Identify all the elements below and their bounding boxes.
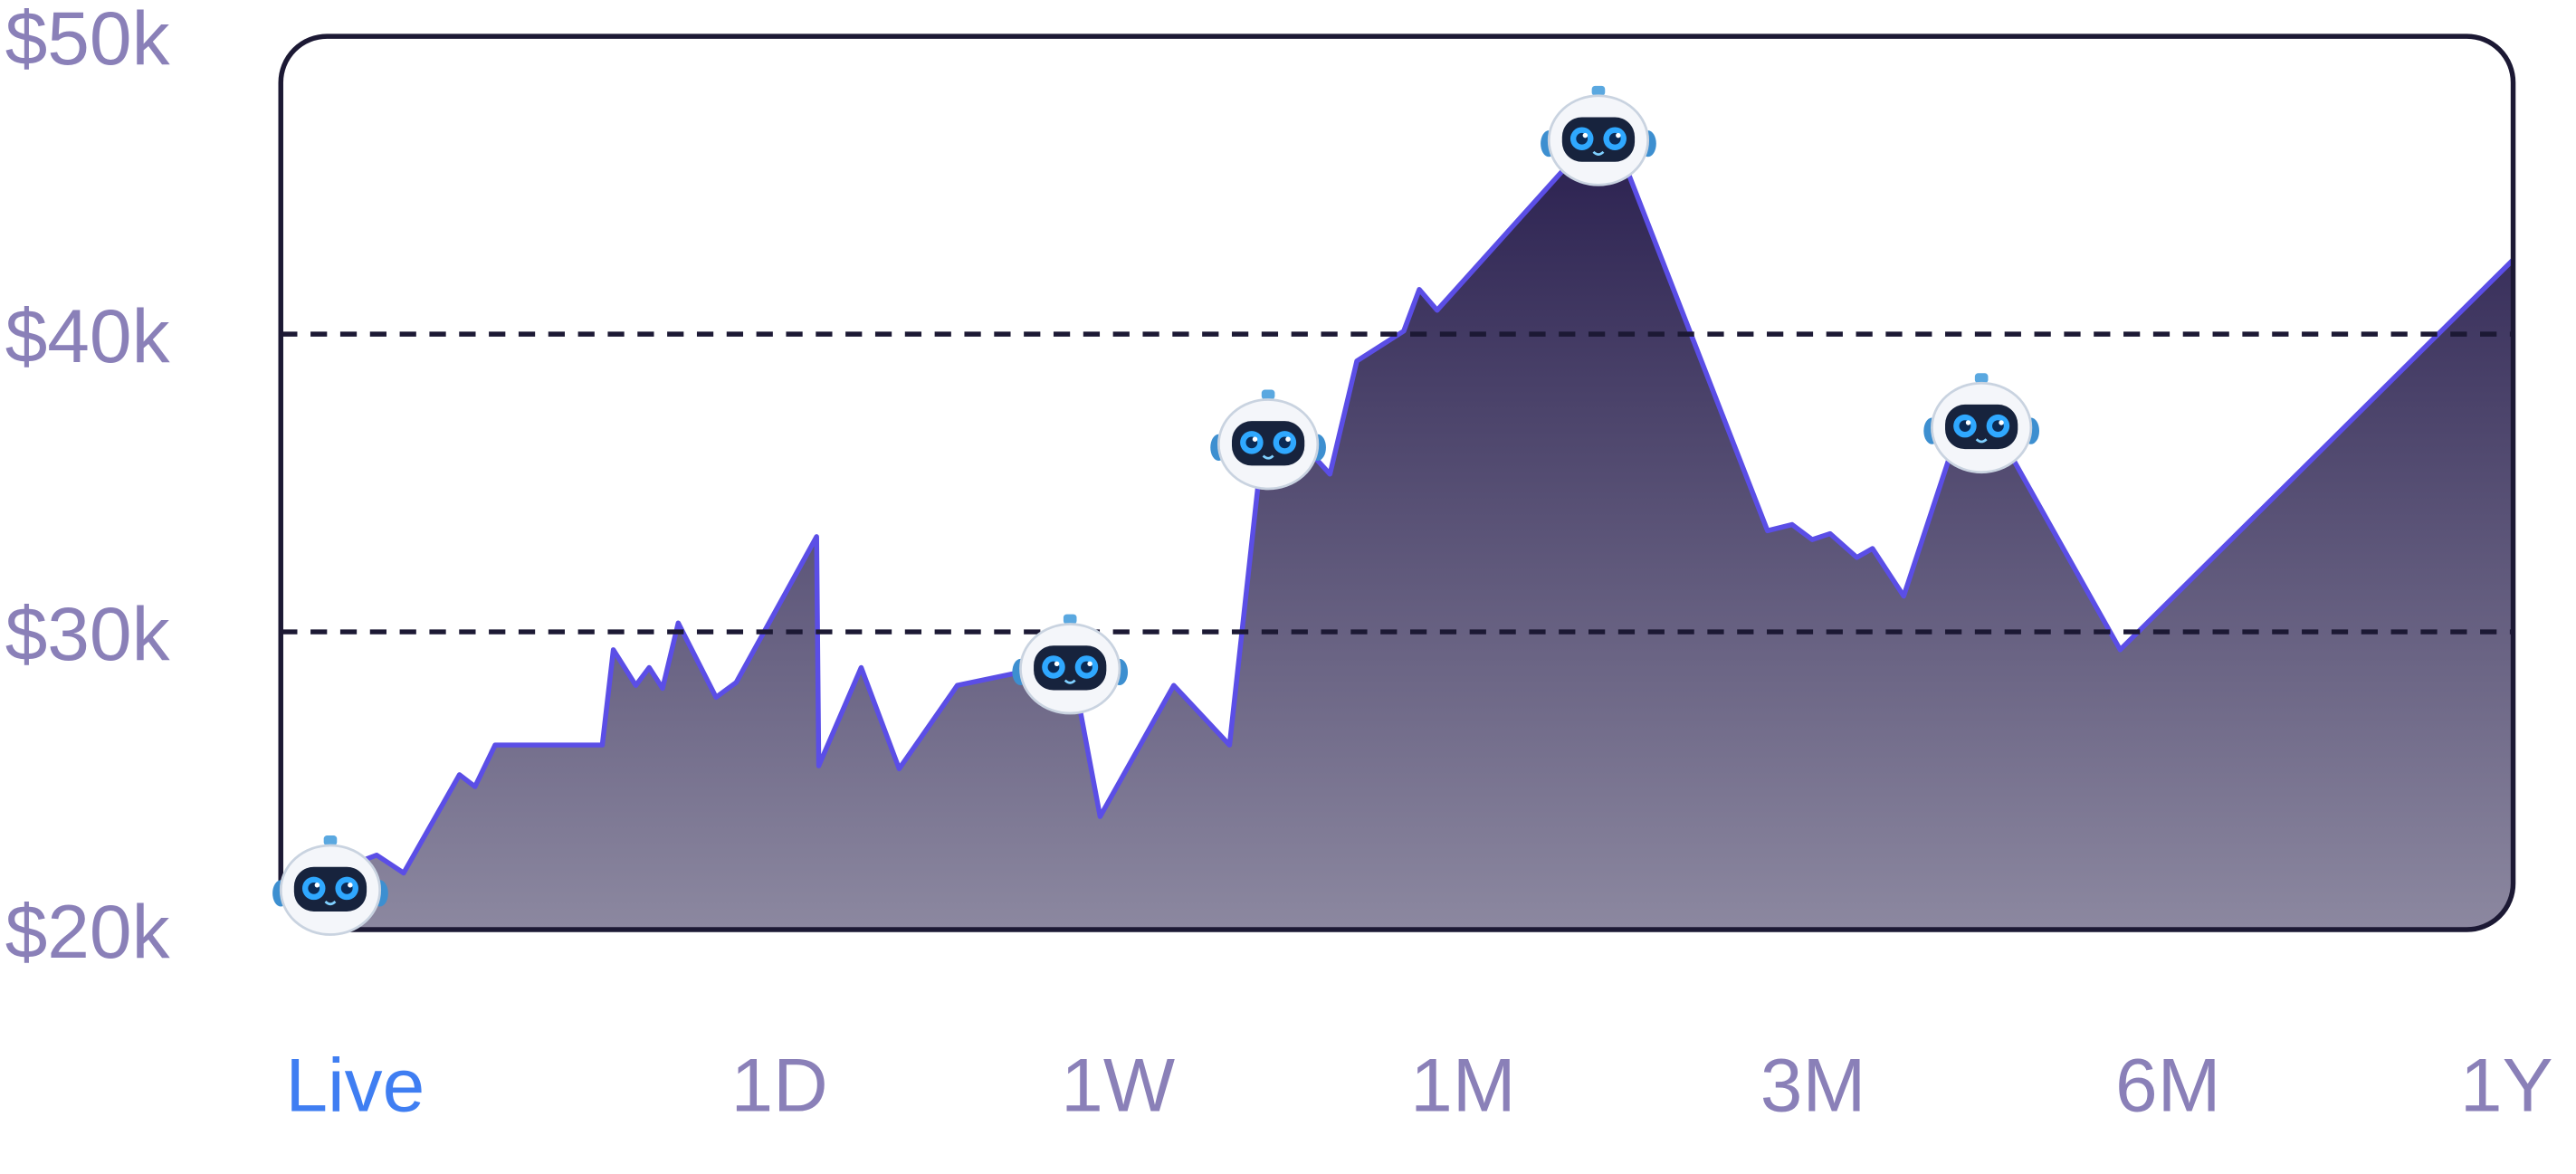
y-tick-label: $40k <box>5 293 171 378</box>
price-line <box>281 144 2514 893</box>
y-tick-label: $50k <box>5 0 171 81</box>
area-fill <box>281 146 2514 931</box>
range-tab[interactable]: 1Y <box>2460 1043 2553 1128</box>
plot-area <box>281 144 2514 931</box>
y-tick-label: $20k <box>5 889 171 974</box>
robot-icon <box>1922 371 2041 474</box>
range-tab[interactable]: Live <box>285 1043 425 1128</box>
range-tab[interactable]: 3M <box>1760 1043 1866 1128</box>
range-tab[interactable]: 1M <box>1410 1043 1516 1128</box>
range-tab[interactable]: 6M <box>2115 1043 2221 1128</box>
range-tab[interactable]: 1W <box>1061 1043 1175 1128</box>
robot-icon <box>1539 84 1658 186</box>
range-tab[interactable]: 1D <box>731 1043 828 1128</box>
y-tick-label: $30k <box>5 591 171 676</box>
plot-frame <box>278 33 2516 932</box>
